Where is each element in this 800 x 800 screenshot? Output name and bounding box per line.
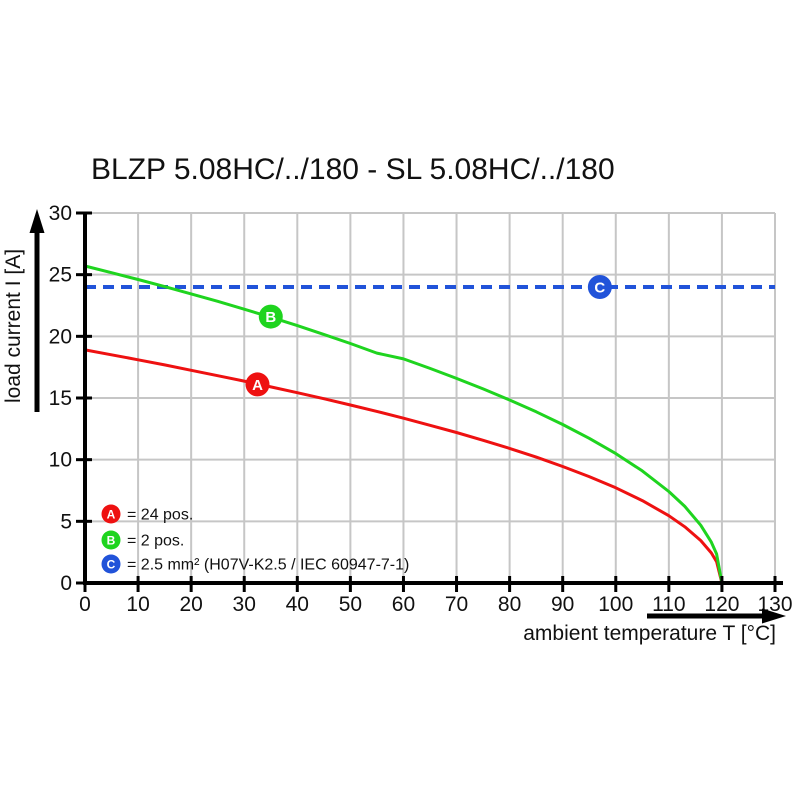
legend-label-C: = 2.5 mm² (H07V-K2.5 / IEC 60947-7-1)	[127, 557, 409, 574]
x-tick-label-100: 100	[598, 593, 633, 616]
x-tick-label-80: 80	[498, 593, 521, 616]
axes	[76, 211, 783, 592]
marker-A: A	[245, 372, 270, 397]
marker-C: C	[587, 275, 612, 299]
x-tick-label-120: 120	[704, 593, 739, 616]
svg-text:C: C	[107, 558, 116, 572]
marker-B: B	[258, 304, 283, 329]
svg-text:C: C	[594, 280, 605, 297]
x-tick-label-90: 90	[551, 593, 574, 616]
legend-item-A: A = 24 pos.	[101, 504, 193, 524]
x-tick-label-20: 20	[179, 593, 202, 616]
svg-text:A: A	[107, 508, 116, 522]
x-tick-label-40: 40	[286, 593, 309, 616]
y-axis-arrow	[29, 209, 45, 412]
x-tick-label-30: 30	[233, 593, 256, 616]
y-tick-label-15: 15	[49, 387, 72, 410]
legend-item-C: C = 2.5 mm² (H07V-K2.5 / IEC 60947-7-1)	[101, 554, 409, 574]
x-tick-label-50: 50	[339, 593, 362, 616]
y-tick-label-0: 0	[60, 572, 72, 595]
svg-text:B: B	[107, 534, 116, 548]
curve-A	[84, 348, 724, 584]
chart-title: BLZP 5.08HC/../180 - SL 5.08HC/../180	[91, 153, 615, 186]
x-tick-label-0: 0	[79, 593, 91, 616]
svg-text:B: B	[265, 309, 276, 326]
x-axis-arrow	[647, 608, 786, 624]
legend-item-B: B = 2 pos.	[101, 530, 184, 550]
legend-label-B: = 2 pos.	[127, 533, 184, 550]
svg-text:A: A	[252, 377, 263, 394]
y-tick-label-25: 25	[49, 264, 72, 287]
legend: A = 24 pos. B = 2 pos. C = 2.5 mm² (H07V-K2.5…	[101, 504, 409, 574]
x-tick-label-10: 10	[126, 593, 149, 616]
curve-B	[84, 264, 724, 584]
x-tick-label-110: 110	[652, 593, 685, 616]
x-tick-label-60: 60	[392, 593, 415, 616]
y-tick-label-5: 5	[60, 510, 72, 533]
tick-labels: 0 10 20 30 40 50 60 70 80 90 100 110 120 130051015202…	[49, 202, 793, 616]
legend-marker-B	[101, 530, 121, 550]
y-tick-label-10: 10	[49, 449, 72, 472]
y-tick-label-20: 20	[49, 325, 72, 348]
legend-marker-A	[101, 504, 121, 524]
y-axis-label: load current I [A]	[2, 249, 25, 403]
x-axis-label: ambient temperature T [°C]	[523, 622, 776, 645]
legend-label-A: = 24 pos.	[127, 507, 193, 524]
legend-marker-C	[101, 554, 121, 574]
gridlines	[85, 212, 776, 583]
y-tick-label-30: 30	[49, 202, 72, 225]
x-tick-label-70: 70	[445, 593, 468, 616]
